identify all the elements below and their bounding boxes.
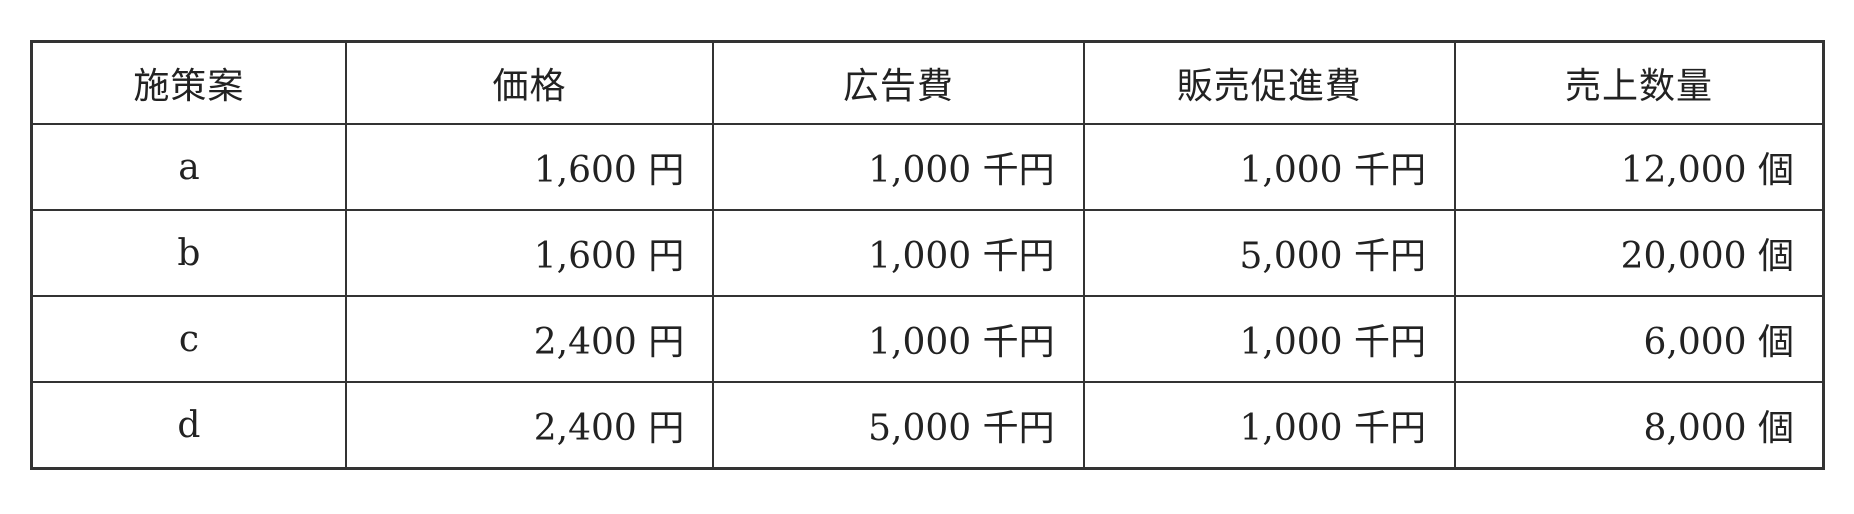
table-row: d 2,400 円 5,000 千円 1,000 千円 8,000 個 xyxy=(30,381,1825,470)
cell-promotion: 1,000 千円 xyxy=(1082,295,1457,383)
cell-policy: c xyxy=(30,295,347,383)
cell-promotion: 1,000 千円 xyxy=(1082,381,1457,470)
header-policy: 施策案 xyxy=(30,40,347,125)
cell-price: 1,600 円 xyxy=(344,209,715,297)
cell-sales-quantity: 20,000 個 xyxy=(1454,209,1825,297)
table-row: c 2,400 円 1,000 千円 1,000 千円 6,000 個 xyxy=(30,295,1825,383)
cell-price: 1,600 円 xyxy=(344,123,715,211)
cell-policy: d xyxy=(30,381,347,470)
cell-price: 2,400 円 xyxy=(344,381,715,470)
header-row: 施策案 価格 広告費 販売促進費 売上数量 xyxy=(30,40,1825,125)
header-price: 価格 xyxy=(344,40,715,125)
header-advertising: 広告費 xyxy=(712,40,1085,125)
cell-sales-quantity: 8,000 個 xyxy=(1454,381,1825,470)
cell-advertising: 1,000 千円 xyxy=(712,295,1085,383)
cell-policy: a xyxy=(30,123,347,211)
cell-advertising: 1,000 千円 xyxy=(712,123,1085,211)
header-sales-quantity: 売上数量 xyxy=(1454,40,1825,125)
table-row: b 1,600 円 1,000 千円 5,000 千円 20,000 個 xyxy=(30,209,1825,297)
cell-advertising: 1,000 千円 xyxy=(712,209,1085,297)
cell-policy: b xyxy=(30,209,347,297)
cell-sales-quantity: 6,000 個 xyxy=(1454,295,1825,383)
cell-promotion: 1,000 千円 xyxy=(1082,123,1457,211)
header-promotion: 販売促進費 xyxy=(1082,40,1457,125)
cell-sales-quantity: 12,000 個 xyxy=(1454,123,1825,211)
cell-promotion: 5,000 千円 xyxy=(1082,209,1457,297)
policy-table: 施策案 価格 広告費 販売促進費 売上数量 a 1,600 円 1,000 千円… xyxy=(30,40,1825,470)
cell-price: 2,400 円 xyxy=(344,295,715,383)
table-row: a 1,600 円 1,000 千円 1,000 千円 12,000 個 xyxy=(30,123,1825,211)
cell-advertising: 5,000 千円 xyxy=(712,381,1085,470)
